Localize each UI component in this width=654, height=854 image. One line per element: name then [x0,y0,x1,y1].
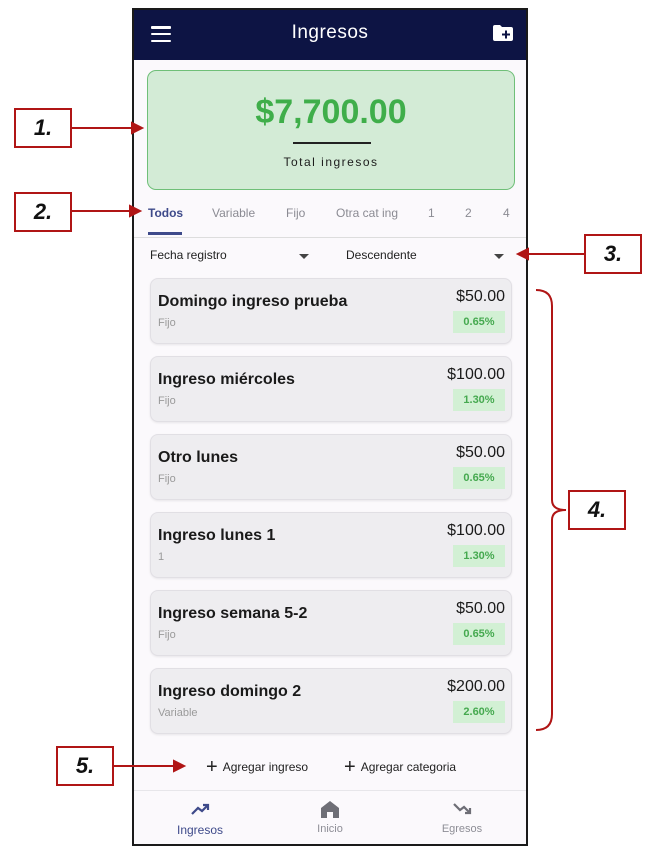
trending-up-icon [191,803,210,815]
income-name: Ingreso semana 5-2 [158,605,308,622]
tabs-divider [134,237,526,238]
income-item[interactable]: Ingreso semana 5-2 Fijo $50.00 0.65% [150,590,512,656]
tab-todos[interactable]: Todos [148,206,184,220]
tab-4[interactable]: 4 [503,206,510,220]
tab-variable[interactable]: Variable [212,206,256,220]
tab-2[interactable]: 2 [465,206,472,220]
income-amount: $100.00 [447,522,505,539]
callout-3: 3. [584,234,642,274]
sort-bar: Fecha registro Descendente [134,246,526,268]
income-amount: $200.00 [447,678,505,695]
income-percent-badge: 0.65% [453,623,505,645]
divider [293,142,371,144]
nav-label: Ingresos [176,823,224,837]
income-item[interactable]: Ingreso lunes 1 1 $100.00 1.30% [150,512,512,578]
add-income-button[interactable]: + Agregar ingreso [206,756,309,778]
income-name: Otro lunes [158,449,239,466]
sort-field-dropdown[interactable]: Fecha registro [150,248,227,262]
add-income-label: Agregar ingreso [222,760,309,774]
trending-down-icon [453,803,472,815]
income-item[interactable]: Ingreso domingo 2 Variable $200.00 2.60% [150,668,512,734]
income-name: Ingreso miércoles [158,371,295,388]
plus-icon: + [206,756,218,778]
total-amount: $7,700.00 [255,93,407,131]
nav-label: Inicio [317,823,343,835]
tab-fijo[interactable]: Fijo [286,206,306,220]
income-item[interactable]: Domingo ingreso prueba Fijo $50.00 0.65% [150,278,512,344]
income-amount: $100.00 [447,366,505,383]
nav-egresos[interactable]: Egresos [412,799,512,835]
callout-4: 4. [568,490,626,530]
add-category-label: Agregar categoria [360,760,457,774]
callout-5: 5. [56,746,114,786]
add-category-button[interactable]: + Agregar categoria [344,756,457,778]
income-category: Fijo [158,473,176,485]
new-folder-icon[interactable] [492,24,514,42]
nav-label: Egresos [441,823,483,835]
sort-order-dropdown[interactable]: Descendente [346,248,417,262]
income-category: 1 [158,551,165,563]
income-percent-badge: 2.60% [453,701,505,723]
page-title: Ingresos [291,22,369,43]
callout-1: 1. [14,108,72,148]
total-label: Total ingresos [283,155,379,169]
nav-ingresos[interactable]: Ingresos [150,799,250,837]
income-percent-badge: 0.65% [453,311,505,333]
menu-icon[interactable] [151,26,171,42]
action-bar: + Agregar ingreso + Agregar categoria [134,756,526,782]
bottom-navigation: Ingresos Inicio Egresos [134,790,526,844]
income-percent-badge: 1.30% [453,389,505,411]
income-name: Domingo ingreso prueba [158,293,348,310]
income-item[interactable]: Ingreso miércoles Fijo $100.00 1.30% [150,356,512,422]
income-item[interactable]: Otro lunes Fijo $50.00 0.65% [150,434,512,500]
income-amount: $50.00 [456,600,505,617]
app-bar: Ingresos [134,10,526,60]
income-category: Fijo [158,395,176,407]
income-category: Fijo [158,317,176,329]
income-category: Variable [158,707,198,719]
active-tab-indicator [148,232,182,235]
income-list: Domingo ingreso prueba Fijo $50.00 0.65%… [150,278,512,746]
income-percent-badge: 0.65% [453,467,505,489]
income-amount: $50.00 [456,444,505,461]
plus-icon: + [344,756,356,778]
income-percent-badge: 1.30% [453,545,505,567]
income-name: Ingreso lunes 1 [158,527,276,544]
income-amount: $50.00 [456,288,505,305]
income-category: Fijo [158,629,176,641]
tab-1[interactable]: 1 [428,206,435,220]
income-name: Ingreso domingo 2 [158,683,302,700]
total-summary-card: $7,700.00 Total ingresos [147,70,515,190]
tab-otra-cat-ing[interactable]: Otra cat ing [336,206,399,220]
home-icon [321,801,339,818]
callout-2: 2. [14,192,72,232]
phone-screen: Ingresos $7,700.00 Total ingresos Todos … [132,8,528,846]
sort-order-caret-icon[interactable] [494,254,504,259]
sort-field-caret-icon[interactable] [299,254,309,259]
nav-inicio[interactable]: Inicio [280,799,380,835]
category-tabs: Todos Variable Fijo Otra cat ing 1 2 4 [134,198,526,236]
